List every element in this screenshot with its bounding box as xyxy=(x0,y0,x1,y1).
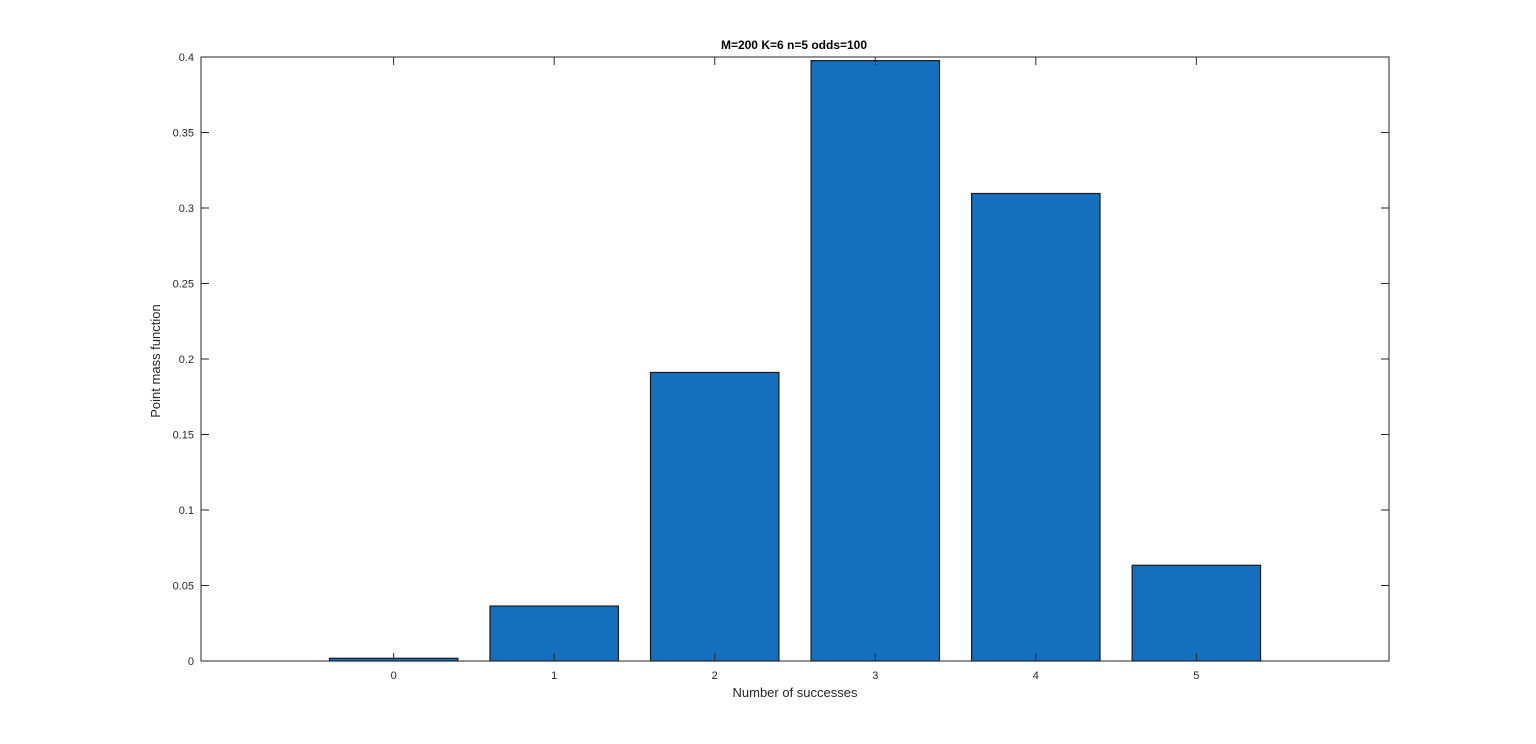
bar-1 xyxy=(489,605,620,662)
bar-4 xyxy=(970,192,1101,662)
axes-layer: 0 0.05 0.1 0.15 0.2 0.25 0.3 0.35 0.4 0 1 2 3 4 5 xyxy=(173,52,1390,682)
y-tick-label: 0.15 xyxy=(173,430,194,442)
bar-2 xyxy=(649,371,780,662)
x-tick-label: 1 xyxy=(551,670,557,682)
y-tick-label: 0 xyxy=(188,656,194,668)
y-axis-title: Point mass function xyxy=(148,304,163,417)
x-tick-label: 2 xyxy=(712,670,718,682)
x-axis-title: Number of successes xyxy=(733,685,858,700)
y-tick-label: 0.4 xyxy=(179,52,194,64)
y-tick-label: 0.3 xyxy=(179,203,194,215)
y-tick-label: 0.05 xyxy=(173,581,194,593)
y-tick-label: 0.1 xyxy=(179,505,194,517)
x-tick-label: 5 xyxy=(1193,670,1199,682)
x-tick-label: 3 xyxy=(872,670,878,682)
x-tick-label: 4 xyxy=(1033,670,1039,682)
y-tick-label: 0.2 xyxy=(179,354,194,366)
x-tick-label: 0 xyxy=(391,670,397,682)
y-tick-label: 0.35 xyxy=(173,128,194,140)
y-tick-label: 0.25 xyxy=(173,279,194,291)
bar-5 xyxy=(1131,564,1262,662)
bars-layer xyxy=(328,60,1262,662)
bar-3 xyxy=(810,60,941,662)
chart-title: M=200 K=6 n=5 odds=100 xyxy=(721,38,867,52)
